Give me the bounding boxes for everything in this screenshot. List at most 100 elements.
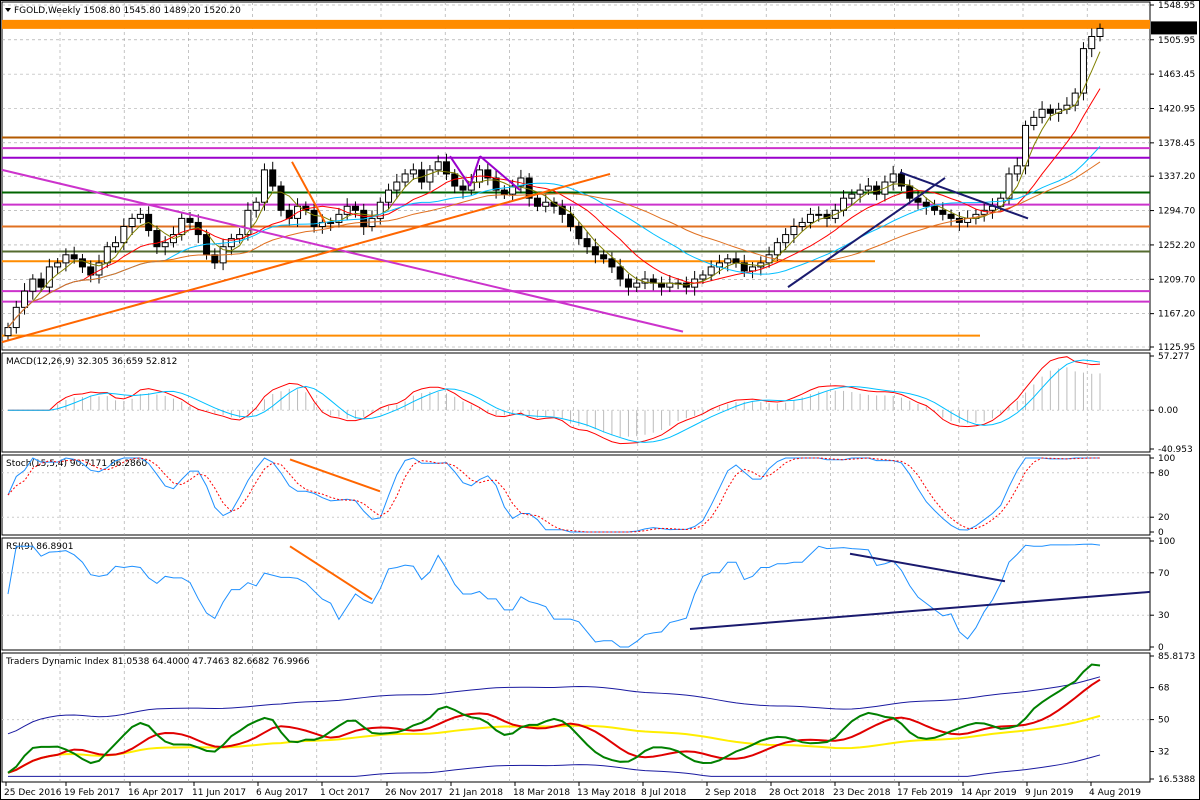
bull-candle — [62, 254, 70, 264]
bull-candle — [343, 205, 351, 215]
x-tick-label: 23 Dec 2018 — [833, 788, 891, 798]
bull-candle — [327, 221, 335, 224]
x-tick-label: 16 Apr 2017 — [128, 788, 184, 798]
price-tick-label: 1209.70 — [1158, 275, 1195, 285]
x-tick-label: 18 Mar 2018 — [513, 788, 570, 798]
rsi-line — [7, 543, 1101, 648]
pane-frame-4 — [1, 652, 1151, 783]
indicator-tick-label: 85.8173 — [1158, 652, 1195, 662]
x-tick-label: 21 Jan 2018 — [449, 788, 503, 798]
bull-candle — [1030, 116, 1038, 126]
bull-candle — [980, 209, 988, 215]
bull-candle — [393, 181, 401, 191]
bear-candle — [459, 185, 467, 191]
rsi-trend-line — [289, 545, 373, 601]
bull-candle — [699, 274, 707, 280]
x-tick-label: 11 Jun 2017 — [192, 788, 246, 798]
bull-candle — [790, 225, 798, 236]
x-tick-label: 14 Apr 2019 — [961, 788, 1017, 798]
ma-red-line — [7, 88, 1101, 328]
bull-candle — [260, 169, 268, 203]
x-tick-label: 2 Sep 2018 — [705, 788, 757, 798]
bear-candle — [939, 209, 947, 215]
bear-candle — [351, 205, 359, 211]
indicator-tick-label: 100 — [1158, 454, 1175, 464]
x-tick-label: 9 Jun 2019 — [1025, 788, 1074, 798]
x-tick-label: 6 Aug 2017 — [256, 788, 308, 798]
bear-candle — [608, 258, 616, 268]
indicator-tick-label: 80 — [1158, 469, 1170, 479]
bull-candle — [806, 213, 814, 223]
bear-candle — [624, 278, 632, 288]
bull-candle — [997, 197, 1005, 207]
stoch-trend-line — [289, 458, 381, 493]
bear-candle — [442, 161, 450, 175]
bear-candle — [37, 278, 45, 288]
bull-candle — [1079, 48, 1087, 94]
indicator-tick-label: 16.5388 — [1158, 775, 1195, 785]
pane-frame-2 — [1, 454, 1151, 536]
trend-line — [291, 161, 326, 223]
bull-candle — [409, 169, 417, 175]
bear-candle — [567, 213, 575, 227]
indicator-header: Traders Dynamic Index 81.0538 64.4000 47… — [5, 657, 310, 667]
chart-header: FGOLD,Weekly 1508.80 1545.80 1489.20 152… — [14, 6, 241, 16]
tdi-lower-band — [8, 754, 1101, 777]
trend-line — [479, 155, 521, 191]
x-tick-label: 26 Nov 2017 — [385, 788, 443, 798]
bull-candle — [136, 213, 144, 219]
bear-candle — [658, 282, 666, 288]
ma-orange-line — [7, 161, 1101, 328]
last-price-box — [1151, 21, 1197, 35]
bear-candle — [285, 209, 293, 219]
bull-candle — [1088, 35, 1096, 50]
indicator-tick-label: 68 — [1158, 684, 1170, 694]
price-tick-label: 1463.45 — [1158, 70, 1195, 80]
bull-candle — [335, 213, 343, 223]
bull-candle — [45, 266, 53, 288]
bull-candle — [724, 258, 732, 264]
bull-candle — [1038, 108, 1046, 118]
bull-candle — [864, 185, 872, 191]
x-tick-label: 19 Feb 2017 — [64, 788, 120, 798]
price-tick-label: 1125.95 — [1158, 343, 1195, 353]
bear-candle — [931, 205, 939, 211]
indicator-header: Stoch(15,5,4) 90.7171 86.2860 — [6, 459, 147, 469]
bull-candle — [856, 189, 864, 195]
trend-line — [1, 172, 611, 344]
bear-candle — [732, 258, 740, 264]
bear-candle — [70, 254, 78, 260]
trend-line — [449, 155, 471, 187]
price-tick-label: 1337.20 — [1158, 172, 1195, 182]
bear-candle — [310, 209, 318, 227]
bull-candle — [542, 201, 550, 207]
bull-candle — [426, 169, 434, 183]
bear-candle — [897, 173, 905, 187]
macd-signal-line — [8, 359, 1101, 443]
bull-candle — [376, 201, 384, 219]
bull-candle — [252, 201, 260, 211]
bull-candle — [1013, 165, 1021, 175]
tdi-upper-band — [7, 676, 1101, 735]
bull-candle — [848, 193, 856, 199]
bear-candle — [153, 230, 161, 248]
indicator-tick-label: 100 — [1158, 537, 1175, 547]
pane-frame-3 — [1, 537, 1151, 651]
indicator-tick-label: 50 — [1158, 716, 1170, 726]
bull-candle — [103, 246, 111, 264]
bear-candle — [269, 169, 277, 187]
price-tick-label: 1252.20 — [1158, 241, 1195, 251]
bear-candle — [583, 238, 591, 248]
bear-candle — [78, 258, 86, 268]
bull-candle — [1005, 173, 1013, 199]
trend-line — [469, 155, 481, 187]
trend-line — [899, 171, 1029, 220]
indicator-header: MACD(12,26,9) 32.305 36.659 52.812 — [6, 357, 177, 367]
x-tick-label: 28 Oct 2018 — [769, 788, 825, 798]
bear-candle — [1046, 108, 1054, 114]
bull-candle — [707, 266, 715, 276]
macd-line — [8, 356, 1101, 445]
bear-candle — [484, 169, 492, 179]
bear-candle — [575, 225, 583, 240]
